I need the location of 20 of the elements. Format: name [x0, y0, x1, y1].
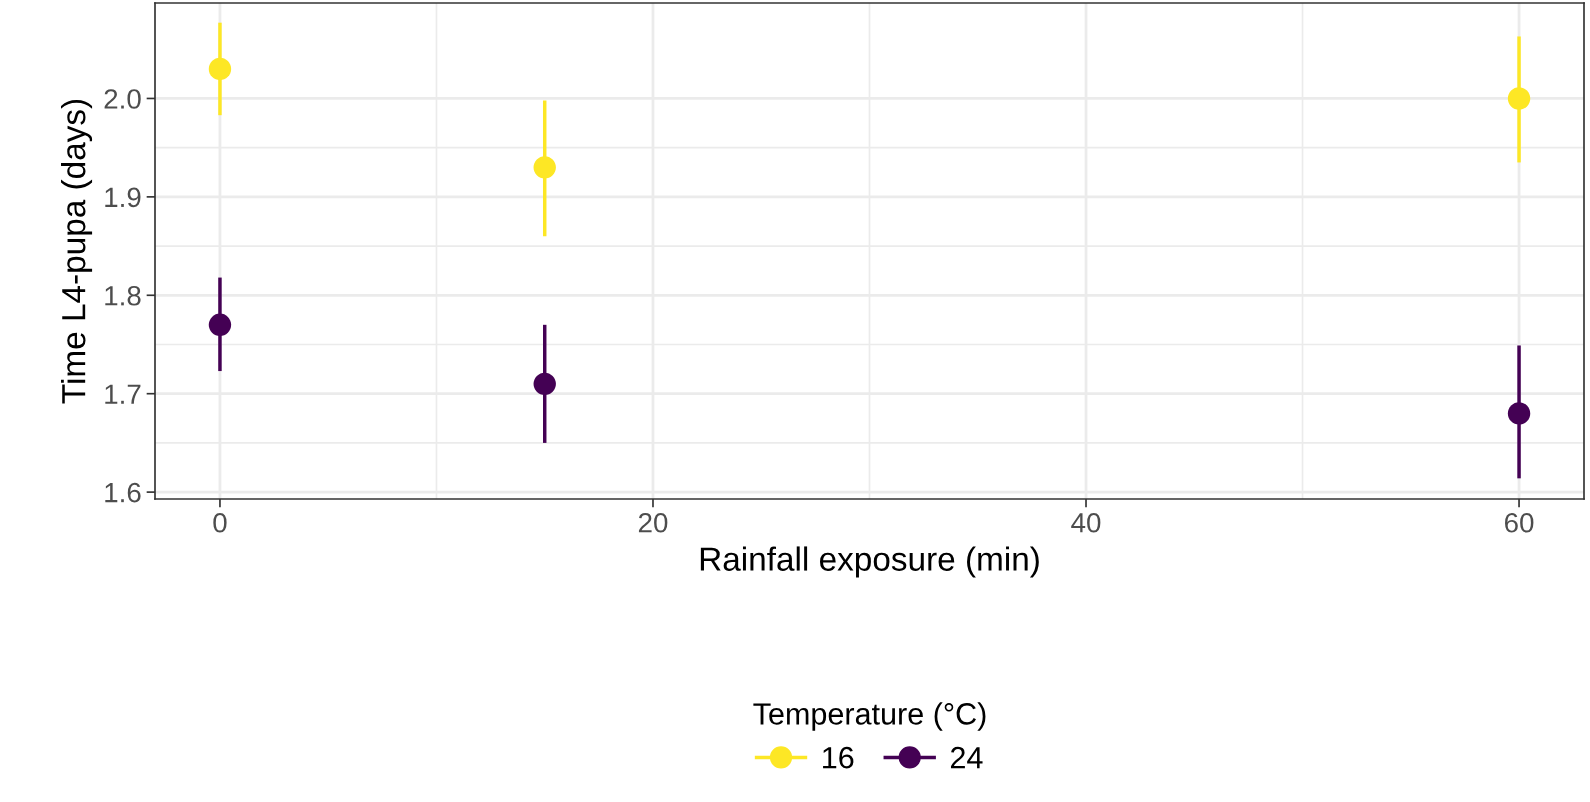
x-axis-title: Rainfall exposure (min) — [700, 546, 1039, 578]
y-tick-label: 2.0 — [104, 89, 141, 109]
point — [208, 313, 232, 337]
legend-label: 24 — [950, 746, 983, 769]
point — [1507, 402, 1531, 425]
point — [208, 57, 232, 81]
y-tick-label: 1.7 — [105, 384, 141, 404]
point — [533, 156, 556, 179]
point — [533, 372, 556, 396]
legend-title: Temperature (°C) — [753, 702, 986, 731]
y-tick-label: 1.6 — [105, 482, 141, 503]
y-tick-label: 1.8 — [105, 285, 141, 306]
x-tick-label: 60 — [1505, 512, 1534, 533]
point — [1507, 87, 1531, 110]
y-tick-label: 1.9 — [105, 187, 141, 208]
legend-label: 16 — [823, 746, 854, 769]
x-tick-label: 40 — [1071, 512, 1101, 533]
y-axis-title: Time L4-pupa (days) — [61, 99, 93, 404]
x-tick-label: 0 — [213, 512, 227, 533]
x-tick-label: 20 — [638, 512, 668, 533]
